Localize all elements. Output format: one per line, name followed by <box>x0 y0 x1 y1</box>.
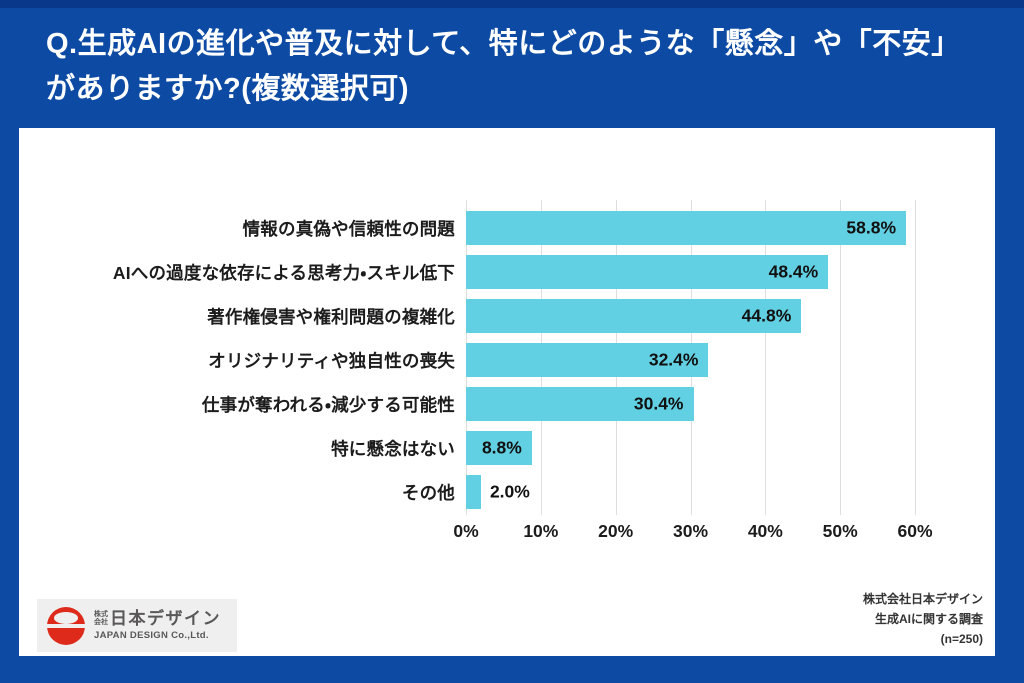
x-axis-tick: 10% <box>523 521 559 541</box>
category-label: 特に懸念はない <box>331 438 455 459</box>
plot-cell: 2.0% <box>466 475 930 509</box>
japan-design-logo-icon <box>47 606 85 645</box>
question-title-line1: Q.生成AIの進化や普及に対して、特にどのような「懸念」や「不安」 <box>46 28 961 60</box>
logo-text: 株式 会社 日本デザイン JAPAN DESIGN Co.,Ltd. <box>94 608 221 641</box>
x-axis-tick: 60% <box>897 521 933 541</box>
category-label: オリジナリティや独自性の喪失 <box>208 350 455 371</box>
gridline <box>840 200 842 515</box>
chart-card: 情報の真偽や信頼性の問題 58.8% AIへの過度な依存による思考力・スキル低下… <box>19 128 995 656</box>
bar-row: 仕事が奪われる・減少する可能性 30.4% <box>19 387 995 421</box>
category-label: AIへの過度な依存による思考力・スキル低下 <box>112 262 455 283</box>
logo-company-name-jp: 日本デザイン <box>110 608 221 628</box>
bar: 44.8% <box>466 299 802 333</box>
plot-cell: 8.8% <box>466 431 930 465</box>
x-axis-tick: 50% <box>822 521 858 541</box>
bar-row: 特に懸念はない 8.8% <box>19 431 995 465</box>
value-label: 48.4% <box>768 261 819 282</box>
source-company: 株式会社日本デザイン <box>862 592 983 606</box>
value-label: 30.4% <box>633 393 684 414</box>
header: Q.生成AIの進化や普及に対して、特にどのような「懸念」や「不安」 がありますか… <box>46 22 991 112</box>
category-label: 著作権侵害や権利問題の複雑化 <box>207 306 455 327</box>
logo-company-name-en: JAPAN DESIGN Co.,Ltd. <box>94 629 209 641</box>
bar: 58.8% <box>466 211 907 245</box>
logo-prefix: 株式 会社 <box>94 611 108 627</box>
x-axis-tick: 40% <box>747 521 783 541</box>
value-label: 8.8% <box>481 437 522 458</box>
bar-row: AIへの過度な依存による思考力・スキル低下 48.4% <box>19 255 995 289</box>
bar: 8.8% <box>466 431 532 465</box>
logo-prefix-top: 株式 <box>94 611 108 619</box>
source-survey-name: 生成AIに関する調査 <box>874 611 983 626</box>
plot-cell: 30.4% <box>466 387 930 421</box>
bar-row: 情報の真偽や信頼性の問題 58.8% <box>19 211 995 245</box>
bar-row: 著作権侵害や権利問題の複雑化 44.8% <box>19 299 995 333</box>
x-axis-tick: 30% <box>673 521 709 541</box>
bar: 32.4% <box>466 343 709 377</box>
source-sample-size: (n=250) <box>940 631 983 646</box>
gridline <box>765 200 767 515</box>
x-axis: 0% 10% 20% 30% 40% 50% 60% <box>453 521 933 547</box>
top-accent-strip <box>0 0 1024 8</box>
plot-cell: 58.8% <box>466 211 930 245</box>
category-label: 情報の真偽や信頼性の問題 <box>242 218 455 239</box>
company-logo: 株式 会社 日本デザイン JAPAN DESIGN Co.,Ltd. <box>37 599 237 652</box>
x-axis-tick: 20% <box>598 521 634 541</box>
plot-cell: 32.4% <box>466 343 930 377</box>
value-label: 44.8% <box>741 305 792 326</box>
bar-row: その他 2.0% <box>19 475 995 509</box>
value-label: 2.0% <box>489 481 530 502</box>
bar: 30.4% <box>466 387 694 421</box>
logo-prefix-bottom: 会社 <box>94 619 108 627</box>
gridline <box>915 200 917 515</box>
category-label: その他 <box>401 482 455 503</box>
plot-cell: 44.8% <box>466 299 930 333</box>
question-title-line2: がありますか?(複数選択可) <box>46 73 410 105</box>
category-label: 仕事が奪われる・減少する可能性 <box>201 394 455 415</box>
value-label: 58.8% <box>846 217 897 238</box>
x-axis-tick: 0% <box>453 521 479 541</box>
plot-cell: 48.4% <box>466 255 930 289</box>
question-title: Q.生成AIの進化や普及に対して、特にどのような「懸念」や「不安」 がありますか… <box>46 22 991 112</box>
value-label: 32.4% <box>648 349 699 370</box>
bar-row: オリジナリティや独自性の喪失 32.4% <box>19 343 995 377</box>
survey-source-note: 株式会社日本デザイン 生成AIに関する調査 (n=250) <box>863 590 983 649</box>
bar-chart: 情報の真偽や信頼性の問題 58.8% AIへの過度な依存による思考力・スキル低下… <box>19 211 995 509</box>
bar: 2.0% <box>466 475 530 509</box>
bar: 48.4% <box>466 255 829 289</box>
